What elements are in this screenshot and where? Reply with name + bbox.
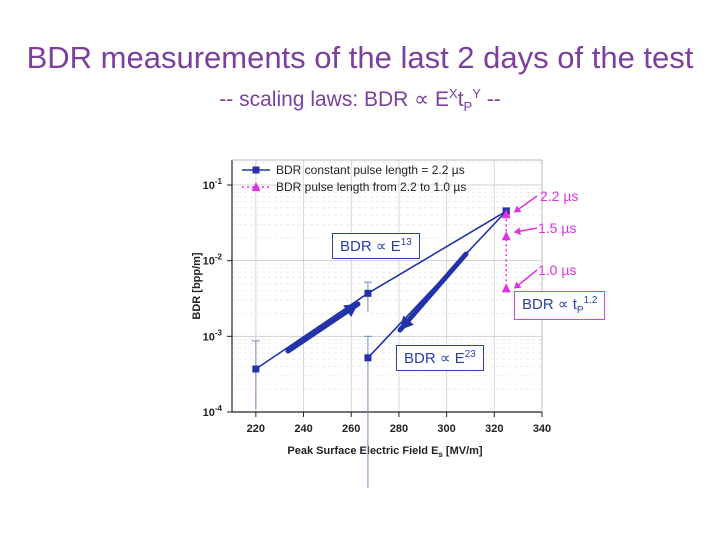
axes-layer: 220 240 260 280 300 320 340 10-4 10-3 10-2 10-1 Pea… (191, 159, 551, 459)
x-tick-label: 260 (342, 423, 360, 435)
slide-subtitle: -- scaling laws: BDR ∝ EXtPY -- (0, 86, 720, 114)
x-tick-label: 300 (437, 423, 455, 435)
pointer-arrow-15-head (514, 227, 521, 236)
data-point-square (252, 365, 260, 373)
subtitle-prefix: -- scaling laws: BDR ∝ E (219, 88, 450, 111)
scaling-e23-exp: 23 (464, 349, 476, 360)
annotation-scaling-e13: BDR ∝ E13 (332, 233, 420, 259)
series-layer (251, 195, 538, 488)
legend-label-constant: BDR constant pulse length = 2.2 µs (276, 163, 465, 177)
pulse-label-22: 2.2 µs (540, 188, 579, 204)
annotation-scaling-e23: BDR ∝ E23 (396, 345, 484, 371)
pulse-label-15: 1.5 µs (538, 220, 577, 236)
scaling-e13-exp: 13 (400, 237, 412, 248)
scaling-e23-text: BDR ∝ E (404, 350, 465, 367)
x-tick-label: 220 (247, 423, 265, 435)
y-tick-label: 10-4 (203, 404, 223, 419)
data-point-triangle (501, 209, 511, 219)
x-axis-title: Peak Surface Electric Field Es [MV/m] (287, 445, 483, 459)
scaling-tp-exp: 1.2 (583, 295, 598, 306)
scaling-tp-sub: P (576, 305, 584, 316)
data-point-square (364, 354, 372, 362)
y-tick-label: 10-2 (203, 253, 223, 268)
grid-layer (232, 160, 543, 413)
x-tick-label: 320 (485, 423, 503, 435)
y-tick-label: 10-3 (203, 328, 223, 343)
data-point-triangle (501, 283, 511, 293)
data-point-square (364, 289, 372, 297)
pulse-label-10: 1.0 µs (538, 262, 577, 278)
legend-label-pulse: BDR pulse length from 2.2 to 1.0 µs (276, 180, 466, 194)
y-tick-label: 10-1 (203, 177, 223, 192)
annotation-scaling-tp: BDR ∝ tP1.2 (514, 291, 606, 320)
subtitle-exp-y: Y (472, 86, 481, 101)
data-point-triangle (501, 231, 511, 241)
x-tick-label: 340 (533, 423, 551, 435)
slide-title: BDR measurements of the last 2 days of t… (26, 40, 694, 75)
y-axis-title: BDR [bpp/m] (191, 252, 203, 320)
legend: BDR constant pulse length = 2.2 µs BDR pu… (242, 163, 466, 194)
legend-marker-square (252, 166, 260, 174)
subtitle-t: t (457, 88, 464, 111)
subtitle-sub-p: P (463, 99, 473, 115)
x-tick-label: 240 (294, 423, 312, 435)
scaling-tp-text: BDR ∝ t (522, 296, 577, 313)
pointer-arrow-10-head (514, 281, 522, 289)
legend-marker-triangle (251, 182, 261, 191)
x-tick-label: 280 (390, 423, 408, 435)
pointer-arrow-22-head (514, 205, 522, 213)
fit-arrow-e13 (285, 301, 361, 354)
subtitle-exp-x: X (449, 86, 458, 101)
scaling-e13-text: BDR ∝ E (340, 238, 401, 255)
subtitle-suffix: -- (480, 88, 501, 111)
series-segment-line (367, 210, 507, 359)
